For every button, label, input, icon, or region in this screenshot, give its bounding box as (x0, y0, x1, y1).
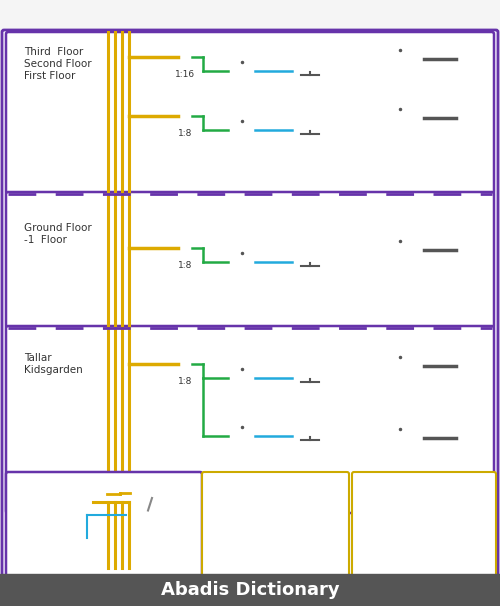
Text: Splitter: Splitter (398, 554, 432, 564)
FancyBboxPatch shape (294, 108, 326, 132)
FancyBboxPatch shape (126, 510, 170, 520)
Text: Abadis Dictionary: Abadis Dictionary (160, 581, 340, 599)
FancyBboxPatch shape (92, 481, 108, 507)
Text: OLT LTP-4X: OLT LTP-4X (398, 485, 446, 494)
FancyBboxPatch shape (294, 415, 326, 438)
FancyBboxPatch shape (228, 430, 256, 442)
FancyBboxPatch shape (426, 105, 454, 119)
Text: Third  Floor: Third Floor (24, 47, 83, 57)
Text: ONT NTP-RG-
1402G-W: ONT NTP-RG- 1402G-W (246, 502, 302, 522)
FancyBboxPatch shape (426, 46, 454, 59)
Text: 1:16: 1:16 (175, 70, 195, 79)
Text: Ground Floor: Ground Floor (24, 223, 92, 233)
Text: First Floor: First Floor (24, 71, 76, 81)
FancyBboxPatch shape (358, 509, 394, 519)
Text: Switch / NTU: Switch / NTU (398, 508, 456, 518)
FancyBboxPatch shape (6, 326, 494, 513)
FancyBboxPatch shape (214, 510, 238, 522)
FancyBboxPatch shape (6, 32, 494, 194)
Text: Kidsgarden: Kidsgarden (24, 365, 83, 375)
FancyBboxPatch shape (130, 487, 174, 499)
FancyBboxPatch shape (228, 64, 256, 78)
Text: Tallar: Tallar (24, 353, 52, 363)
FancyBboxPatch shape (222, 548, 242, 559)
Text: ONT NTU-2V: ONT NTU-2V (246, 530, 298, 539)
FancyBboxPatch shape (214, 476, 238, 493)
FancyBboxPatch shape (228, 124, 256, 136)
FancyBboxPatch shape (202, 472, 349, 576)
FancyBboxPatch shape (228, 256, 256, 268)
FancyBboxPatch shape (426, 353, 454, 367)
FancyBboxPatch shape (228, 371, 256, 384)
FancyBboxPatch shape (6, 472, 202, 576)
Text: VoIP Server: VoIP Server (36, 567, 84, 576)
Text: Second Floor: Second Floor (24, 59, 92, 69)
Text: 1:4: 1:4 (93, 508, 107, 517)
FancyBboxPatch shape (358, 486, 394, 496)
Bar (0, 574, 500, 606)
FancyBboxPatch shape (426, 237, 454, 250)
FancyBboxPatch shape (426, 425, 454, 439)
FancyBboxPatch shape (32, 544, 88, 553)
Text: Server: Server (398, 531, 428, 541)
Text: Unit Legend: Unit Legend (388, 479, 460, 489)
Text: Central Rack: Central Rack (119, 563, 177, 572)
FancyBboxPatch shape (294, 50, 326, 73)
Text: 1:8: 1:8 (178, 377, 192, 386)
FancyBboxPatch shape (177, 236, 193, 261)
Text: Wireless Client: Wireless Client (246, 553, 308, 562)
FancyBboxPatch shape (177, 44, 193, 70)
FancyBboxPatch shape (177, 104, 193, 128)
Text: 1:8: 1:8 (178, 261, 192, 270)
FancyBboxPatch shape (6, 192, 494, 328)
FancyBboxPatch shape (294, 241, 326, 264)
FancyBboxPatch shape (2, 30, 498, 576)
Text: -1  Floor: -1 Floor (24, 235, 67, 245)
Text: Clients
/ IPPhone: Clients / IPPhone (246, 479, 286, 499)
Text: 1:8: 1:8 (178, 129, 192, 138)
FancyBboxPatch shape (177, 351, 193, 376)
FancyBboxPatch shape (294, 356, 326, 379)
Text: Unit Legend: Unit Legend (240, 479, 311, 489)
FancyBboxPatch shape (352, 472, 496, 576)
FancyBboxPatch shape (358, 532, 394, 542)
FancyBboxPatch shape (214, 533, 238, 542)
Text: OLT LTP-4X: OLT LTP-4X (130, 500, 174, 509)
FancyBboxPatch shape (368, 550, 384, 570)
Text: Switch: Switch (176, 510, 206, 519)
FancyBboxPatch shape (32, 553, 88, 562)
FancyBboxPatch shape (32, 533, 88, 542)
